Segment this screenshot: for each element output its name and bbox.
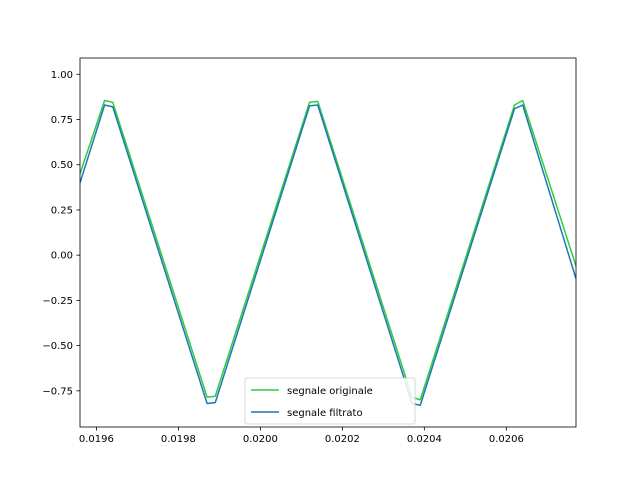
plot-lines: [80, 99, 576, 407]
y-tick-label: 0.50: [51, 160, 73, 171]
legend-label-segnale-filtrato: segnale filtrato: [287, 408, 363, 419]
x-axis: 0.0196 0.0198 0.0200 0.0202 0.0204 0.0206: [79, 427, 524, 445]
legend-label-segnale-originale: segnale originale: [287, 386, 373, 397]
y-tick-label: 0.25: [51, 205, 73, 216]
x-tick-label: 0.0202: [325, 434, 360, 445]
x-tick-label: 0.0198: [161, 434, 196, 445]
x-tick-label: 0.0206: [489, 434, 524, 445]
series-line-segnale-filtrato: [80, 104, 576, 407]
y-tick-label: −0.75: [42, 386, 73, 397]
x-tick-label: 0.0204: [407, 434, 442, 445]
plot-frame: [79, 57, 577, 428]
y-tick-label: −0.25: [42, 296, 73, 307]
y-tick-label: 0.00: [51, 251, 73, 262]
y-axis: 1.00 0.75 0.50 0.25 0.00 −0.25 −0.50 −0.75: [42, 70, 80, 397]
legend-box: [244, 377, 416, 425]
series-line-segnale-originale: [80, 99, 576, 401]
y-tick-label: 0.75: [51, 115, 73, 126]
x-tick-label: 0.0200: [243, 434, 278, 445]
legend: segnale originale segnale filtrato: [244, 377, 416, 425]
y-tick-label: −0.50: [42, 341, 73, 352]
x-tick-label: 0.0196: [79, 434, 114, 445]
y-tick-label: 1.00: [51, 70, 73, 81]
